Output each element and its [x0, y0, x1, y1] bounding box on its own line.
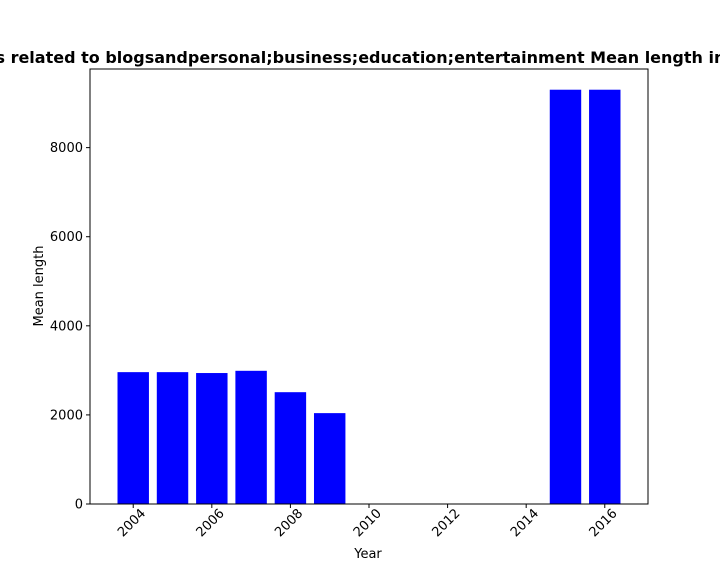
x-tick-label: 2010 — [351, 506, 385, 540]
x-axis-label: Year — [353, 547, 382, 562]
bars-group — [117, 89, 621, 504]
bar-2005 — [156, 372, 189, 504]
bar-2008 — [274, 392, 307, 504]
bar-2007 — [235, 370, 267, 504]
x-axis-ticks: 2004 2006 2008 2010 2012 2014 2016 — [115, 504, 621, 540]
y-axis-label: Mean length — [32, 246, 47, 327]
bar-2015 — [549, 89, 582, 504]
y-tick-label: 6000 — [50, 230, 83, 245]
x-tick-label: 2004 — [115, 506, 149, 540]
x-tick-label: 2014 — [508, 506, 542, 540]
x-tick-label: 2008 — [272, 506, 306, 540]
bar-2009 — [313, 413, 346, 504]
y-tick-label: 2000 — [50, 408, 83, 423]
x-tick-label: 2012 — [429, 506, 463, 540]
y-axis-ticks: 0 2000 4000 6000 8000 — [50, 141, 90, 513]
x-tick-label: 2016 — [587, 506, 621, 540]
bar-2016 — [589, 89, 621, 504]
bar-2004 — [117, 372, 149, 504]
chart-title: Posts related to blogsandpersonal;busine… — [0, 48, 720, 67]
bar-2006 — [196, 373, 228, 504]
y-tick-label: 0 — [75, 498, 83, 513]
x-tick-label: 2006 — [194, 506, 228, 540]
y-tick-label: 8000 — [50, 141, 83, 156]
y-tick-label: 4000 — [50, 319, 83, 334]
